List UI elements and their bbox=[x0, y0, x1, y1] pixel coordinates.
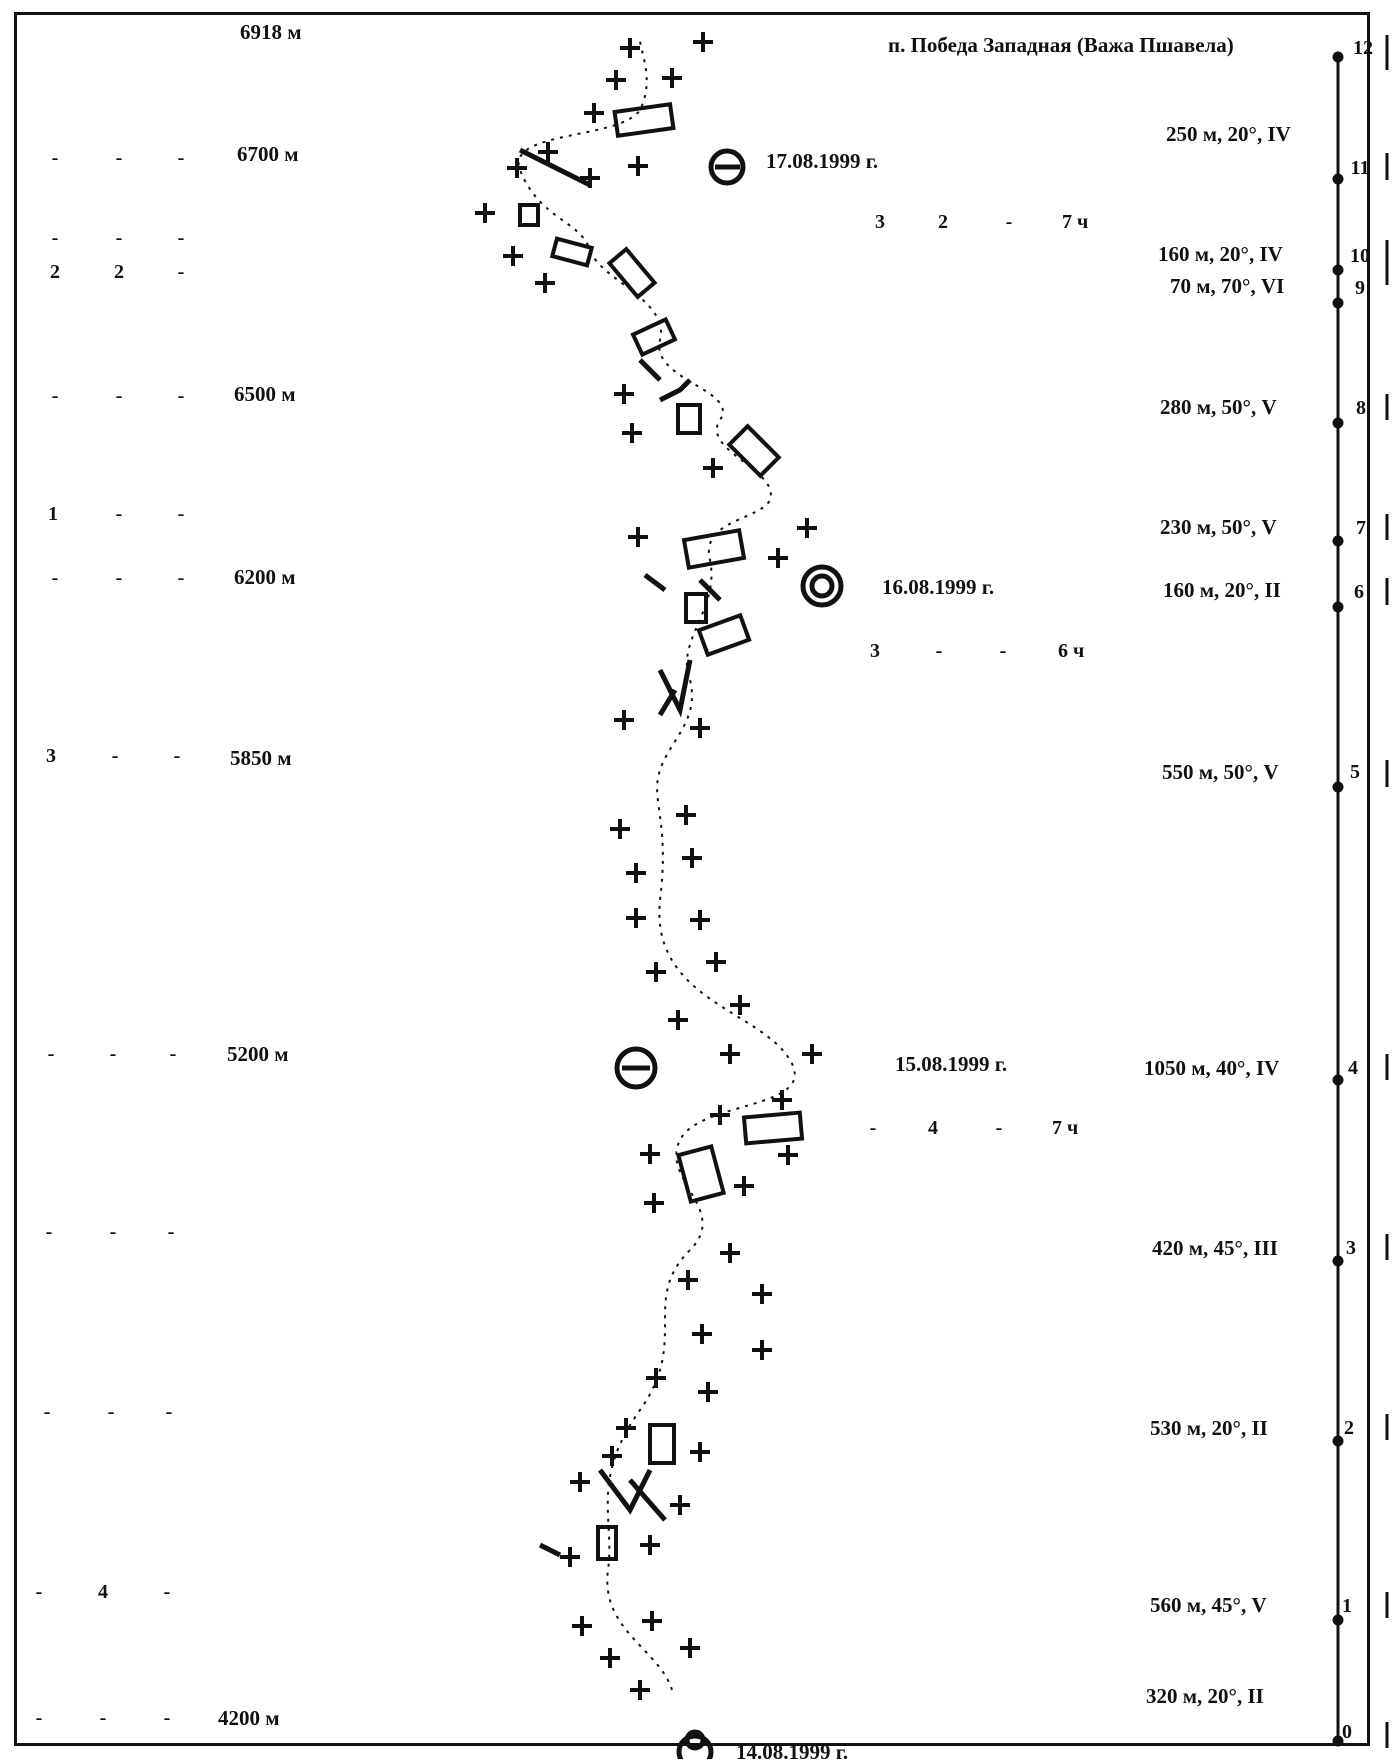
belay-marks bbox=[518, 101, 805, 1561]
left-col-cell: 2 bbox=[114, 261, 124, 283]
day-summary-cell: - bbox=[935, 640, 943, 662]
station-number: 7 bbox=[1356, 517, 1366, 539]
left-col-cell: - bbox=[177, 227, 185, 249]
left-col-cell: - bbox=[115, 147, 123, 169]
left-col-cell: - bbox=[51, 567, 59, 589]
day-summary-cell: - bbox=[995, 1117, 1003, 1139]
left-col-cell: - bbox=[167, 1221, 175, 1243]
day-summary-cell: - bbox=[1005, 211, 1013, 233]
date-17-08: 17.08.1999 г. bbox=[766, 149, 879, 173]
section-desc: 320 м, 20°, II bbox=[1146, 1684, 1264, 1708]
date-14-08: 14.08.1999 г. bbox=[736, 1740, 849, 1764]
left-col-cell: - bbox=[163, 1581, 171, 1603]
date-16-08: 16.08.1999 г. bbox=[882, 575, 995, 599]
day-summary-hours: 7 ч bbox=[1052, 1117, 1079, 1139]
section-desc: 160 м, 20°, II bbox=[1163, 578, 1281, 602]
section-desc: 530 м, 20°, II bbox=[1150, 1416, 1268, 1440]
station-number: 8 bbox=[1356, 397, 1366, 419]
section-desc: 70 м, 70°, VI bbox=[1170, 274, 1285, 298]
left-col-cell: - bbox=[43, 1401, 51, 1423]
station-number: 10 bbox=[1350, 245, 1370, 267]
left-col-cell: - bbox=[169, 1043, 177, 1065]
day-summary-hours: 6 ч bbox=[1058, 640, 1085, 662]
station-number: 12 bbox=[1353, 37, 1373, 59]
rock-strokes bbox=[518, 147, 722, 1558]
left-col-cell: 4 bbox=[98, 1581, 108, 1603]
station-number: 9 bbox=[1355, 277, 1365, 299]
left-col-cell: - bbox=[165, 1401, 173, 1423]
left-col-cell: - bbox=[51, 227, 59, 249]
altitude-6700: 6700 м bbox=[237, 142, 299, 166]
section-desc: 420 м, 45°, III bbox=[1152, 1236, 1278, 1260]
route-line bbox=[517, 39, 796, 1691]
left-col-cell: - bbox=[177, 147, 185, 169]
day-summary-cell: 3 bbox=[870, 640, 880, 662]
left-col-cell: - bbox=[109, 1221, 117, 1243]
left-col-cell: 3 bbox=[46, 745, 56, 767]
left-col-cell: - bbox=[45, 1221, 53, 1243]
station-number: 0 bbox=[1342, 1721, 1352, 1743]
section-desc: 560 м, 45°, V bbox=[1150, 1593, 1267, 1617]
left-col-cell: - bbox=[115, 567, 123, 589]
day-summary-cell: 3 bbox=[875, 211, 885, 233]
day-summary-hours: 7 ч bbox=[1062, 211, 1089, 233]
altitude-4200: 4200 м bbox=[218, 1706, 280, 1730]
left-col-cell: - bbox=[47, 1043, 55, 1065]
peak-title: п. Победа Западная (Важа Пшавела) bbox=[888, 33, 1234, 57]
left-col-cell: - bbox=[51, 385, 59, 407]
left-col-cell: - bbox=[111, 745, 119, 767]
left-col-cell: - bbox=[173, 745, 181, 767]
left-col-cell: - bbox=[163, 1707, 171, 1729]
station-number: 2 bbox=[1344, 1417, 1354, 1439]
station-number: 1 bbox=[1342, 1595, 1352, 1617]
left-col-cell: - bbox=[115, 227, 123, 249]
left-col-cell: - bbox=[35, 1707, 43, 1729]
left-col-cell: - bbox=[177, 385, 185, 407]
day-summary-cell: - bbox=[869, 1117, 877, 1139]
day-summary-cell: 2 bbox=[938, 211, 948, 233]
altitude-6200: 6200 м bbox=[234, 565, 296, 589]
left-col-cell: - bbox=[177, 567, 185, 589]
left-col-cell: - bbox=[177, 503, 185, 525]
left-col-cell: - bbox=[115, 385, 123, 407]
station-number: 11 bbox=[1350, 157, 1370, 179]
diagram-frame bbox=[14, 12, 1370, 1746]
station-number: 6 bbox=[1354, 581, 1364, 603]
left-col-cell: 1 bbox=[48, 503, 58, 525]
left-col-cell: - bbox=[177, 261, 185, 283]
day-summary-cell: - bbox=[999, 640, 1007, 662]
left-col-cell: - bbox=[115, 503, 123, 525]
bivouac-markers bbox=[614, 148, 844, 1759]
date-15-08: 15.08.1999 г. bbox=[895, 1052, 1008, 1076]
altitude-6918: 6918 м bbox=[240, 20, 302, 44]
section-desc: 1050 м, 40°, IV bbox=[1144, 1056, 1280, 1080]
left-col-cell: - bbox=[51, 147, 59, 169]
station-number: 3 bbox=[1346, 1237, 1356, 1259]
section-desc: 550 м, 50°, V bbox=[1162, 760, 1279, 784]
section-desc: 280 м, 50°, V bbox=[1160, 395, 1277, 419]
left-col-cell: - bbox=[99, 1707, 107, 1729]
altitude-5200: 5200 м bbox=[227, 1042, 289, 1066]
altitude-5850: 5850 м bbox=[230, 746, 292, 770]
left-col-cell: - bbox=[35, 1581, 43, 1603]
section-desc: 160 м, 20°, IV bbox=[1158, 242, 1283, 266]
day-summary-cell: 4 bbox=[928, 1117, 938, 1139]
left-col-cell: - bbox=[107, 1401, 115, 1423]
left-col-cell: - bbox=[109, 1043, 117, 1065]
section-desc: 250 м, 20°, IV bbox=[1166, 122, 1291, 146]
altitude-6500: 6500 м bbox=[234, 382, 296, 406]
left-col-cell: 2 bbox=[50, 261, 60, 283]
section-desc: 230 м, 50°, V bbox=[1160, 515, 1277, 539]
station-number: 4 bbox=[1348, 1057, 1358, 1079]
station-scale bbox=[1332, 51, 1344, 1747]
station-number: 5 bbox=[1350, 761, 1360, 783]
